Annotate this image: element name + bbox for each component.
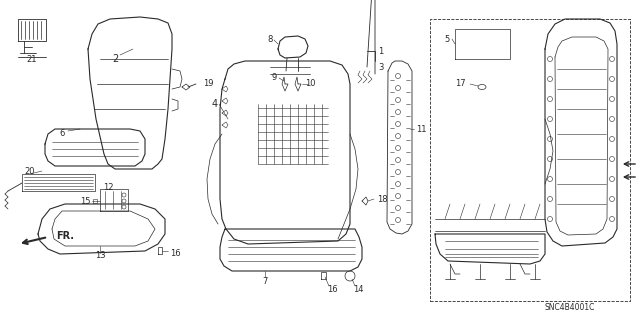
Text: 20: 20 (25, 167, 35, 175)
Text: 17: 17 (454, 79, 465, 88)
Text: 8: 8 (268, 34, 273, 43)
Text: 13: 13 (95, 251, 106, 261)
Text: 3: 3 (378, 63, 383, 71)
Text: 16: 16 (170, 249, 180, 258)
Text: 5: 5 (445, 34, 450, 43)
Text: FR.: FR. (56, 231, 74, 241)
Text: 6: 6 (60, 130, 65, 138)
Text: 1: 1 (378, 47, 383, 56)
Text: 16: 16 (326, 285, 337, 293)
Text: 15: 15 (80, 197, 90, 205)
Text: 7: 7 (262, 277, 268, 286)
Text: 9: 9 (271, 72, 276, 81)
Text: SNC4B4001C: SNC4B4001C (545, 302, 595, 311)
Text: 10: 10 (305, 79, 316, 88)
Text: 18: 18 (377, 195, 387, 204)
Text: 12: 12 (103, 182, 113, 191)
Text: 21: 21 (27, 55, 37, 63)
Text: 4: 4 (212, 99, 218, 109)
Text: 14: 14 (353, 285, 364, 293)
Text: 2: 2 (112, 54, 118, 64)
Text: 11: 11 (416, 124, 426, 133)
Text: 19: 19 (203, 79, 213, 88)
